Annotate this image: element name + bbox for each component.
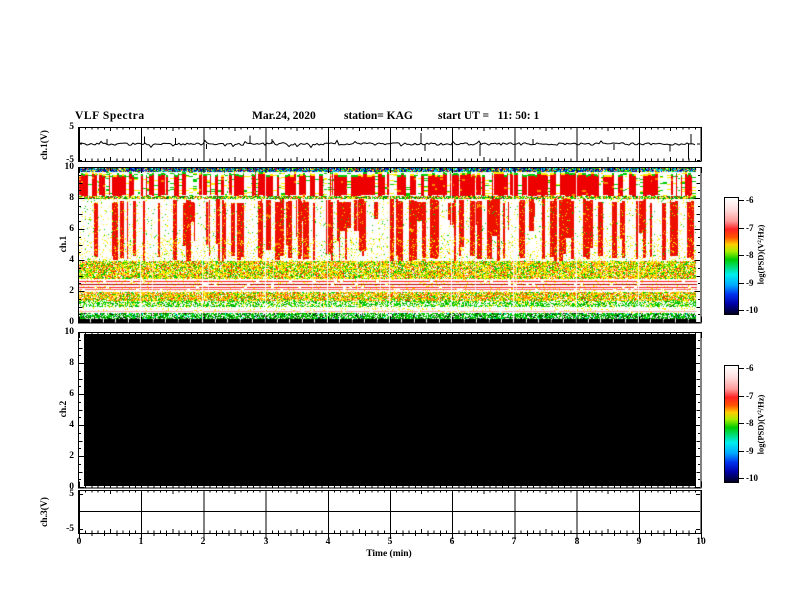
time-axis-tick-label: 1 <box>138 537 144 547</box>
station-label: station= KAG <box>344 110 413 122</box>
ch1v-ytick-max: 5 <box>69 122 74 132</box>
ch3-voltage-panel <box>78 490 702 534</box>
colorbar-ch1-tick <box>738 227 744 229</box>
time-axis-tick-label: 5 <box>387 537 393 547</box>
date-label: Mar.24, 2020 <box>252 110 316 122</box>
colorbar-ch2-tick <box>738 450 744 452</box>
time-axis-tick-label: 8 <box>574 537 580 547</box>
colorbar-ch1-gradient <box>724 197 739 315</box>
time-axis-ticks <box>79 533 702 539</box>
colorbar-ch1: -6 -7 -8 -9 -10 <box>724 195 758 315</box>
colorbar-ch2-gradient <box>724 365 739 483</box>
ch1spec-ytick: 6 <box>69 224 74 234</box>
time-axis-tick-label: 6 <box>449 537 455 547</box>
ch3v-ytick-max: 5 <box>69 489 74 499</box>
colorbar-ch2-tick-label: -7 <box>746 390 754 401</box>
ch3v-ytick-min: -5 <box>66 524 74 534</box>
ch2spec-ytick: 10 <box>64 327 75 337</box>
time-axis-tick-label: 10 <box>696 537 706 547</box>
colorbar-ch1-tick <box>738 282 744 284</box>
ch1spec-ytick: 10 <box>64 162 75 172</box>
ch1spec-ytick: 0 <box>69 317 74 327</box>
ch2-spectrogram-nodata <box>84 334 696 486</box>
colorbar-ch1-tick <box>738 310 744 311</box>
colorbar-ch2-tick-label: -9 <box>746 445 754 456</box>
time-axis-tick-label: 9 <box>636 537 642 547</box>
time-axis-tick-label: 4 <box>325 537 331 547</box>
colorbar-ch2-tick <box>738 368 744 369</box>
ch1spec-ytick: 8 <box>69 193 74 203</box>
ch2spec-ytick: 6 <box>69 389 74 399</box>
ch1v-ytick-min: -5 <box>66 155 74 165</box>
colorbar-ch2-tick <box>738 395 744 397</box>
ch2-spectrogram-frame <box>78 332 702 489</box>
colorbar-ch2: -6 -7 -8 -9 -10 <box>724 363 758 483</box>
ch1spec-axis-title-line1: ch.1 <box>59 235 69 253</box>
colorbar-ch1-tick-label: -7 <box>746 222 754 233</box>
colorbar-ch2-tick-label: -6 <box>746 363 754 373</box>
ch1-spectrogram-frame <box>78 167 702 324</box>
ch2spec-ytick: 8 <box>69 358 74 368</box>
colorbar-ch2-tick <box>738 423 744 424</box>
time-axis-tick-label: 0 <box>76 537 82 547</box>
colorbar-ch1-tick-label: -10 <box>746 305 758 315</box>
time-axis-title: Time (min) <box>366 549 412 559</box>
ch2spec-axis-title-line1: ch.2 <box>59 400 69 418</box>
colorbar-ch2-tick-label: -8 <box>746 418 754 428</box>
time-axis-tick-label: 3 <box>263 537 269 547</box>
ch2spec-ytick: 4 <box>69 420 74 430</box>
colorbar-ch1-tick-label: -9 <box>746 277 754 288</box>
colorbar-ch1-tick-label: -6 <box>746 195 754 205</box>
start-ut-label: start UT = 11: 50: 1 <box>438 110 540 122</box>
ch1spec-axis-title: ch.1 Frequency (kHz) <box>39 169 99 319</box>
colorbar-ch1-tick <box>738 200 744 201</box>
ch1spec-ytick: 4 <box>69 255 74 265</box>
ch1-voltage-panel <box>78 127 702 162</box>
page-title: VLF Spectra <box>75 110 145 122</box>
ch2spec-ytick: 0 <box>69 482 74 492</box>
colorbar-ch2-tick-label: -10 <box>746 473 758 483</box>
colorbar-ch1-tick-label: -8 <box>746 250 754 260</box>
ch1-spectrogram-canvas <box>78 167 701 323</box>
time-axis-tick-label: 2 <box>200 537 206 547</box>
colorbar-ch1-tick <box>738 255 744 256</box>
ch1spec-ytick: 2 <box>69 286 74 296</box>
colorbar-ch2-unit-label: log(PSD)(V²/Hz) <box>755 394 766 455</box>
colorbar-ch2-tick <box>738 478 744 479</box>
colorbar-ch1-unit-label: log(PSD)(V²/Hz) <box>755 224 766 285</box>
ch2spec-ytick: 2 <box>69 451 74 461</box>
time-axis-tick-label: 7 <box>511 537 517 547</box>
